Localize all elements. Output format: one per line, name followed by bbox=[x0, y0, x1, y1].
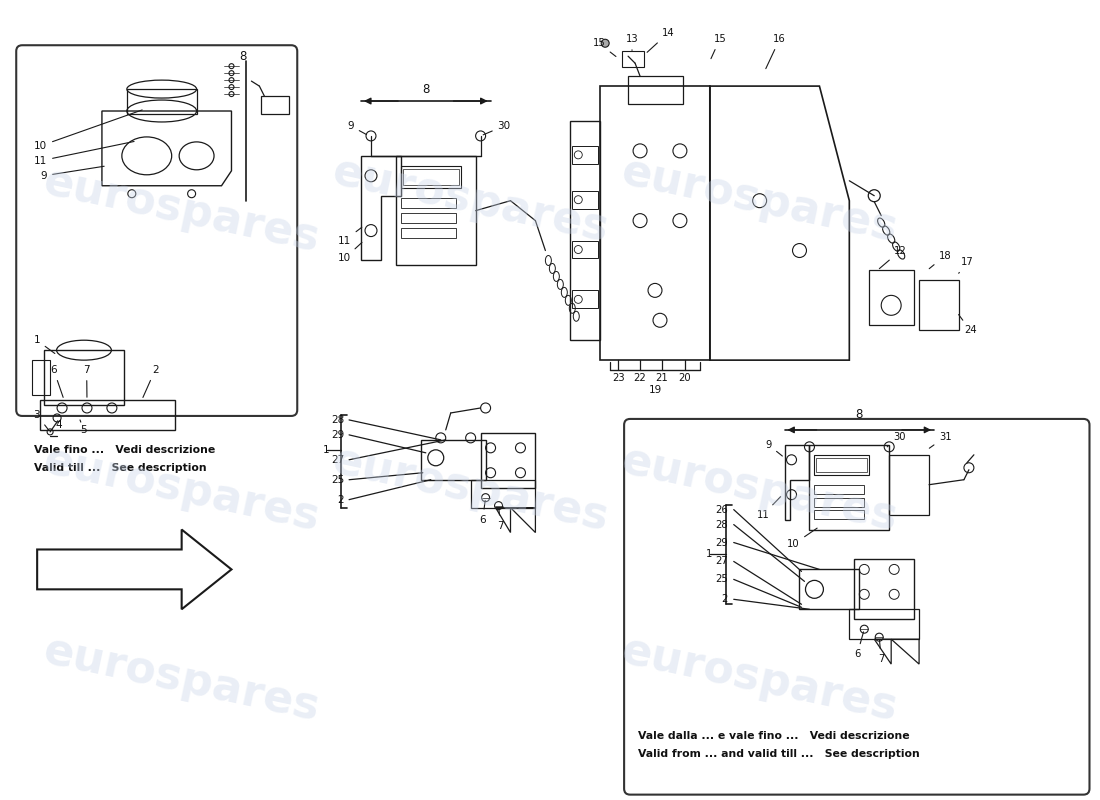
Bar bbox=[814, 498, 865, 506]
Text: 28: 28 bbox=[715, 519, 728, 530]
Text: eurospares: eurospares bbox=[617, 150, 902, 251]
Text: 9: 9 bbox=[348, 121, 366, 134]
Text: 15: 15 bbox=[711, 34, 726, 58]
Bar bbox=[396, 156, 475, 266]
Text: 2: 2 bbox=[338, 494, 344, 505]
Bar bbox=[400, 198, 455, 208]
Bar bbox=[814, 455, 869, 474]
Text: 10: 10 bbox=[338, 242, 362, 263]
Bar bbox=[869, 270, 914, 326]
Text: 11: 11 bbox=[34, 142, 134, 166]
Bar bbox=[403, 169, 459, 185]
Text: 25: 25 bbox=[331, 474, 344, 485]
Text: 8: 8 bbox=[422, 82, 429, 95]
Text: 5: 5 bbox=[80, 420, 87, 435]
Bar bbox=[400, 213, 455, 222]
Text: 13: 13 bbox=[626, 34, 638, 50]
Text: 19: 19 bbox=[648, 385, 661, 395]
Bar bbox=[889, 455, 930, 514]
Bar bbox=[810, 445, 889, 530]
Bar bbox=[572, 241, 598, 258]
Bar bbox=[400, 166, 461, 188]
Bar bbox=[262, 96, 289, 114]
Text: 25: 25 bbox=[715, 574, 728, 584]
Bar bbox=[32, 360, 51, 395]
Text: 8: 8 bbox=[239, 50, 246, 62]
Text: eurospares: eurospares bbox=[617, 629, 902, 730]
Text: 20: 20 bbox=[679, 373, 691, 383]
Text: 21: 21 bbox=[656, 373, 669, 383]
Text: 26: 26 bbox=[715, 505, 728, 514]
Text: 1: 1 bbox=[33, 335, 55, 354]
Text: 31: 31 bbox=[930, 432, 952, 448]
Text: 7: 7 bbox=[84, 365, 90, 398]
Text: eurospares: eurospares bbox=[40, 160, 323, 261]
Bar bbox=[814, 510, 865, 518]
Text: eurospares: eurospares bbox=[329, 150, 613, 251]
Text: 29: 29 bbox=[331, 430, 344, 440]
Text: 9: 9 bbox=[766, 440, 782, 456]
Bar bbox=[572, 190, 598, 209]
Text: eurospares: eurospares bbox=[617, 439, 902, 540]
Text: 1: 1 bbox=[705, 550, 712, 559]
Text: 6: 6 bbox=[480, 501, 486, 525]
Bar bbox=[572, 146, 598, 164]
Text: Valid till ...   See description: Valid till ... See description bbox=[34, 462, 207, 473]
Bar bbox=[572, 290, 598, 308]
Text: 10: 10 bbox=[786, 528, 817, 550]
Text: 10: 10 bbox=[34, 110, 142, 151]
Text: eurospares: eurospares bbox=[40, 629, 323, 730]
Text: 8: 8 bbox=[856, 409, 864, 422]
Bar bbox=[126, 89, 197, 114]
Text: 1: 1 bbox=[322, 445, 329, 455]
Text: 16: 16 bbox=[766, 34, 785, 69]
Text: 14: 14 bbox=[647, 28, 674, 52]
Text: 27: 27 bbox=[715, 557, 728, 566]
Text: 28: 28 bbox=[331, 415, 344, 425]
Text: 22: 22 bbox=[634, 373, 647, 383]
Bar bbox=[40, 400, 175, 430]
Text: 9: 9 bbox=[41, 166, 104, 181]
Text: 27: 27 bbox=[331, 454, 344, 465]
Text: 15: 15 bbox=[593, 38, 616, 57]
Text: Vale dalla ... e vale fino ...   Vedi descrizione: Vale dalla ... e vale fino ... Vedi desc… bbox=[638, 731, 910, 741]
Text: 30: 30 bbox=[483, 121, 510, 135]
FancyBboxPatch shape bbox=[624, 419, 1089, 794]
Text: eurospares: eurospares bbox=[40, 439, 323, 540]
Text: 2: 2 bbox=[722, 594, 728, 604]
Text: 11: 11 bbox=[757, 497, 781, 520]
Bar bbox=[855, 559, 914, 619]
Bar bbox=[628, 76, 683, 104]
Text: 24: 24 bbox=[958, 314, 977, 335]
Circle shape bbox=[602, 39, 609, 47]
Text: 7: 7 bbox=[497, 508, 504, 530]
Text: 7: 7 bbox=[878, 640, 884, 664]
Text: eurospares: eurospares bbox=[329, 439, 613, 540]
Text: 6: 6 bbox=[51, 365, 63, 398]
Bar bbox=[920, 281, 959, 330]
Text: 4: 4 bbox=[55, 420, 62, 430]
Text: 6: 6 bbox=[854, 632, 864, 659]
Text: 23: 23 bbox=[612, 373, 625, 383]
Text: 30: 30 bbox=[888, 432, 905, 447]
Bar bbox=[44, 350, 124, 405]
Text: 11: 11 bbox=[338, 227, 362, 246]
Text: 2: 2 bbox=[143, 365, 158, 398]
Text: 17: 17 bbox=[959, 258, 974, 274]
Bar bbox=[816, 458, 867, 472]
Text: 18: 18 bbox=[930, 250, 952, 269]
FancyBboxPatch shape bbox=[16, 46, 297, 416]
Bar bbox=[481, 433, 536, 488]
Text: 29: 29 bbox=[715, 538, 728, 547]
Text: Valid from ... and valid till ...   See description: Valid from ... and valid till ... See de… bbox=[638, 749, 920, 758]
Text: 3: 3 bbox=[33, 410, 48, 430]
Text: 12: 12 bbox=[879, 246, 906, 269]
Bar bbox=[814, 485, 865, 494]
Polygon shape bbox=[37, 530, 231, 610]
Text: Vale fino ...   Vedi descrizione: Vale fino ... Vedi descrizione bbox=[34, 445, 216, 455]
Bar bbox=[623, 51, 643, 67]
Bar bbox=[400, 228, 455, 238]
